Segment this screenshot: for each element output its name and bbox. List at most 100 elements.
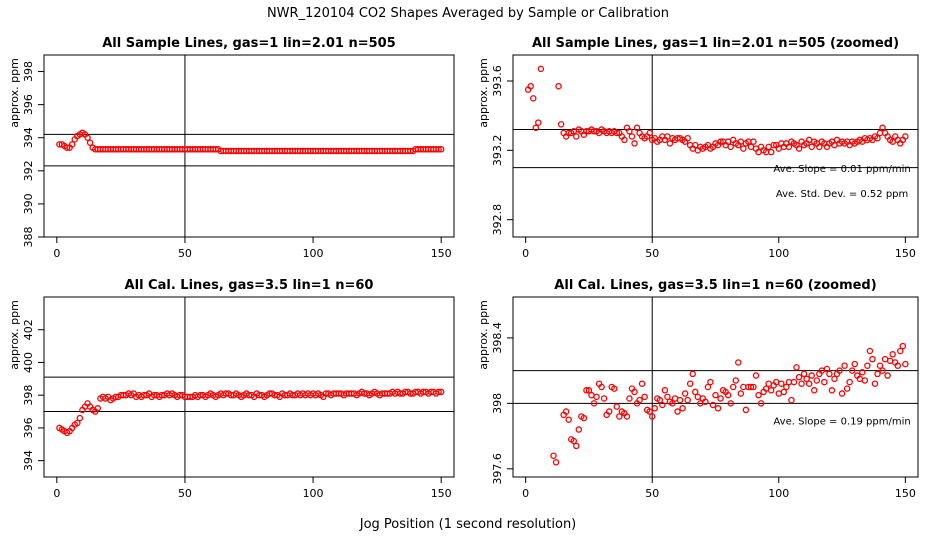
data-point xyxy=(795,373,803,381)
data-point xyxy=(770,141,777,149)
y-axis-label: approx. ppm xyxy=(477,300,490,370)
data-point xyxy=(874,134,881,142)
plot-frame xyxy=(512,296,919,478)
data-point xyxy=(580,414,588,422)
data-point xyxy=(874,370,881,378)
data-point xyxy=(623,413,631,420)
data-point xyxy=(810,387,818,394)
data-point xyxy=(74,419,81,427)
x-axis-caption: Jog Position (1 second resolution) xyxy=(359,517,577,532)
data-point xyxy=(727,143,734,151)
y-tick-label: 388 xyxy=(22,227,35,248)
data-point xyxy=(800,370,808,378)
data-point xyxy=(828,387,836,394)
data-point xyxy=(899,342,907,350)
data-point xyxy=(598,383,605,391)
x-tick-label: 150 xyxy=(895,487,916,500)
data-point xyxy=(570,437,578,445)
data-point xyxy=(552,459,560,466)
data-point xyxy=(861,377,869,384)
data-point xyxy=(590,400,598,407)
x-tick-label: 50 xyxy=(178,247,192,260)
data-point xyxy=(68,141,76,148)
data-point xyxy=(747,383,755,391)
data-point xyxy=(646,129,653,137)
data-point xyxy=(808,372,815,379)
data-point xyxy=(585,387,593,394)
annotation: Ave. Slope = 0.19 ppm/min xyxy=(773,417,910,428)
data-point xyxy=(729,383,737,391)
x-tick-label: 50 xyxy=(645,247,659,260)
x-tick-label: 0 xyxy=(53,247,60,260)
data-point xyxy=(613,129,621,137)
data-point xyxy=(732,377,740,384)
y-axis-label: approx. ppm xyxy=(477,58,490,128)
data-point xyxy=(661,387,669,394)
data-point xyxy=(813,377,821,384)
data-point xyxy=(742,406,750,414)
data-point xyxy=(841,362,848,369)
data-point xyxy=(631,388,638,396)
y-tick-label: 393.2 xyxy=(491,135,504,167)
data-point xyxy=(664,393,671,401)
data-point xyxy=(821,378,828,386)
x-tick-label: 150 xyxy=(431,487,452,500)
data-point xyxy=(864,362,871,369)
data-point xyxy=(86,139,94,146)
data-point xyxy=(805,380,813,387)
data-point xyxy=(679,405,686,412)
data-point xyxy=(527,82,534,90)
data-point xyxy=(808,143,815,151)
data-point xyxy=(704,383,712,391)
y-tick-label: 393.6 xyxy=(491,65,504,97)
y-tick-label: 400 xyxy=(22,352,35,373)
data-point xyxy=(712,391,719,399)
data-point xyxy=(859,369,866,376)
y-tick-label: 397.6 xyxy=(491,453,504,485)
x-tick-label: 100 xyxy=(768,487,789,500)
y-tick-label: 402 xyxy=(22,319,35,340)
data-point xyxy=(750,138,757,145)
annotation: Ave. Std. Dev. = 0.52 ppm xyxy=(776,189,908,200)
plot-frame xyxy=(512,54,919,238)
data-point xyxy=(897,347,904,355)
data-point xyxy=(714,405,722,412)
data-point xyxy=(790,378,798,386)
data-point xyxy=(537,65,545,73)
data-point xyxy=(659,401,666,409)
data-point xyxy=(94,405,102,412)
data-point xyxy=(717,395,724,402)
data-point xyxy=(692,388,699,396)
data-point xyxy=(646,408,653,415)
panel-title: All Cal. Lines, gas=3.5 lin=1 n=60 (zoom… xyxy=(554,278,876,293)
y-tick-label: 392.8 xyxy=(491,204,504,236)
y-tick-label: 398.4 xyxy=(491,322,504,354)
data-point xyxy=(727,400,734,407)
plot-frame xyxy=(43,296,455,478)
data-point xyxy=(902,133,909,140)
data-point xyxy=(656,396,664,404)
panel-title: All Cal. Lines, gas=3.5 lin=1 n=60 xyxy=(125,278,374,293)
data-point xyxy=(876,362,884,369)
data-point xyxy=(785,143,793,151)
data-point xyxy=(894,362,902,369)
data-point xyxy=(684,134,691,142)
x-tick-label: 50 xyxy=(178,487,192,500)
data-point xyxy=(783,383,790,391)
data-point xyxy=(550,452,557,459)
data-point xyxy=(583,387,590,394)
data-point xyxy=(778,380,785,387)
data-point xyxy=(848,367,856,374)
data-point xyxy=(555,82,562,90)
data-point xyxy=(803,375,810,383)
y-tick-label: 398 xyxy=(491,393,504,414)
data-point xyxy=(851,360,858,368)
data-point xyxy=(871,380,879,387)
data-point xyxy=(843,385,851,392)
data-point xyxy=(437,146,445,153)
annotation: Ave. Slope = 0.01 ppm/min xyxy=(773,164,910,175)
y-tick-label: 394 xyxy=(22,127,35,148)
y-axis-label: approx. ppm xyxy=(8,300,21,370)
